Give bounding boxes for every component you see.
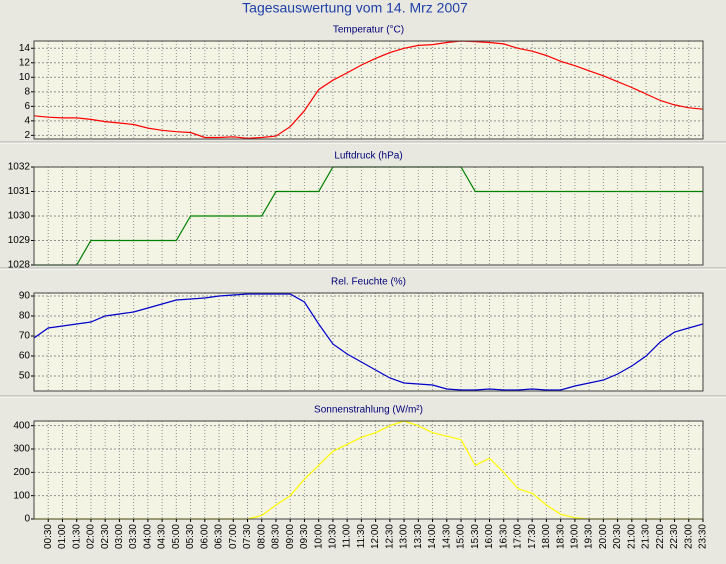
y-tick-label: 10 xyxy=(19,72,31,83)
plot-border xyxy=(33,166,704,266)
x-tick-label: 23:30 xyxy=(698,524,709,549)
x-tick-label: 06:00 xyxy=(199,524,210,549)
panel-title: Temperatur (°C) xyxy=(333,25,404,36)
plot-border xyxy=(33,420,704,520)
x-tick-label: 06:30 xyxy=(214,524,225,549)
x-tick-label: 19:00 xyxy=(570,524,581,549)
y-tick-label: 4 xyxy=(24,115,30,126)
x-tick-label: 07:30 xyxy=(242,524,253,549)
x-tick-label: 21:00 xyxy=(626,524,637,549)
x-tick-label: 11:00 xyxy=(342,524,353,549)
x-tick-label: 11:30 xyxy=(356,524,367,549)
x-tick-label: 12:00 xyxy=(370,524,381,549)
y-tick-label: 90 xyxy=(19,291,31,302)
x-tick-label: 05:30 xyxy=(185,524,196,549)
x-tick-label: 04:00 xyxy=(143,524,154,549)
y-tick-label: 300 xyxy=(13,444,30,455)
x-tick-label: 18:00 xyxy=(541,524,552,549)
x-tick-label: 05:00 xyxy=(171,524,182,549)
y-tick-label: 60 xyxy=(19,351,31,362)
panel-title: Luftdruck (hPa) xyxy=(334,151,402,162)
x-tick-label: 16:00 xyxy=(484,524,495,549)
y-tick-label: 200 xyxy=(13,467,30,478)
x-tick-label: 20:00 xyxy=(598,524,609,549)
x-tick-label: 22:30 xyxy=(669,524,680,549)
data-line xyxy=(34,293,703,391)
panel-title: Rel. Feuchte (%) xyxy=(331,277,406,288)
x-tick-label: 07:00 xyxy=(228,524,239,549)
y-tick-label: 1032 xyxy=(8,162,31,173)
y-tick-label: 50 xyxy=(19,371,31,382)
x-tick-label: 03:00 xyxy=(114,524,125,549)
y-tick-label: 1031 xyxy=(8,186,31,197)
x-tick-label: 14:00 xyxy=(427,524,438,549)
x-tick-label: 01:00 xyxy=(57,524,68,549)
y-tick-label: 1030 xyxy=(8,211,31,222)
x-tick-label: 15:30 xyxy=(470,524,481,549)
x-tick-label: 02:00 xyxy=(86,524,97,549)
x-tick-label: 22:00 xyxy=(655,524,666,549)
y-tick-label: 0 xyxy=(24,514,30,525)
x-tick-label: 19:30 xyxy=(584,524,595,549)
x-tick-label: 15:00 xyxy=(456,524,467,549)
y-tick-label: 1029 xyxy=(8,235,31,246)
x-tick-label: 18:30 xyxy=(555,524,566,549)
plot-border xyxy=(33,292,704,392)
y-tick-label: 12 xyxy=(19,57,31,68)
y-tick-label: 80 xyxy=(19,311,31,322)
y-tick-label: 1028 xyxy=(8,260,31,271)
y-tick-label: 400 xyxy=(13,420,30,431)
x-tick-label: 09:00 xyxy=(285,524,296,549)
x-tick-label: 12:30 xyxy=(385,524,396,549)
panel-title: Sonnenstrahlung (W/m²) xyxy=(314,405,423,416)
y-tick-label: 6 xyxy=(24,101,30,112)
plot-area xyxy=(34,293,703,391)
x-tick-label: 08:30 xyxy=(271,524,282,549)
x-tick-label: 13:30 xyxy=(413,524,424,549)
x-tick-label: 08:00 xyxy=(256,524,267,549)
x-tick-label: 14:30 xyxy=(441,524,452,549)
page-title: Tagesauswertung vom 14. Mrz 2007 xyxy=(242,0,468,16)
x-tick-label: 04:30 xyxy=(157,524,168,549)
plot-border xyxy=(33,40,704,140)
x-tick-label: 13:00 xyxy=(399,524,410,549)
y-tick-label: 2 xyxy=(24,130,30,141)
x-tick-label: 03:30 xyxy=(128,524,139,549)
x-tick-label: 10:30 xyxy=(328,524,339,549)
plot-area xyxy=(34,421,703,519)
x-tick-label: 01:30 xyxy=(71,524,82,549)
y-tick-label: 100 xyxy=(13,490,30,501)
x-tick-label: 21:30 xyxy=(641,524,652,549)
y-tick-label: 70 xyxy=(19,331,31,342)
x-tick-label: 23:00 xyxy=(683,524,694,549)
x-tick-label: 20:30 xyxy=(612,524,623,549)
y-tick-label: 14 xyxy=(19,43,31,54)
y-tick-label: 8 xyxy=(24,86,30,97)
x-tick-label: 09:30 xyxy=(299,524,310,549)
plot-area xyxy=(34,41,703,139)
x-tick-label: 17:00 xyxy=(513,524,524,549)
data-line xyxy=(34,40,703,139)
x-tick-label: 17:30 xyxy=(527,524,538,549)
x-tick-label: 16:30 xyxy=(498,524,509,549)
x-tick-label: 10:00 xyxy=(313,524,324,549)
x-tick-label: 02:30 xyxy=(100,524,111,549)
x-tick-label: 00:30 xyxy=(43,524,54,549)
